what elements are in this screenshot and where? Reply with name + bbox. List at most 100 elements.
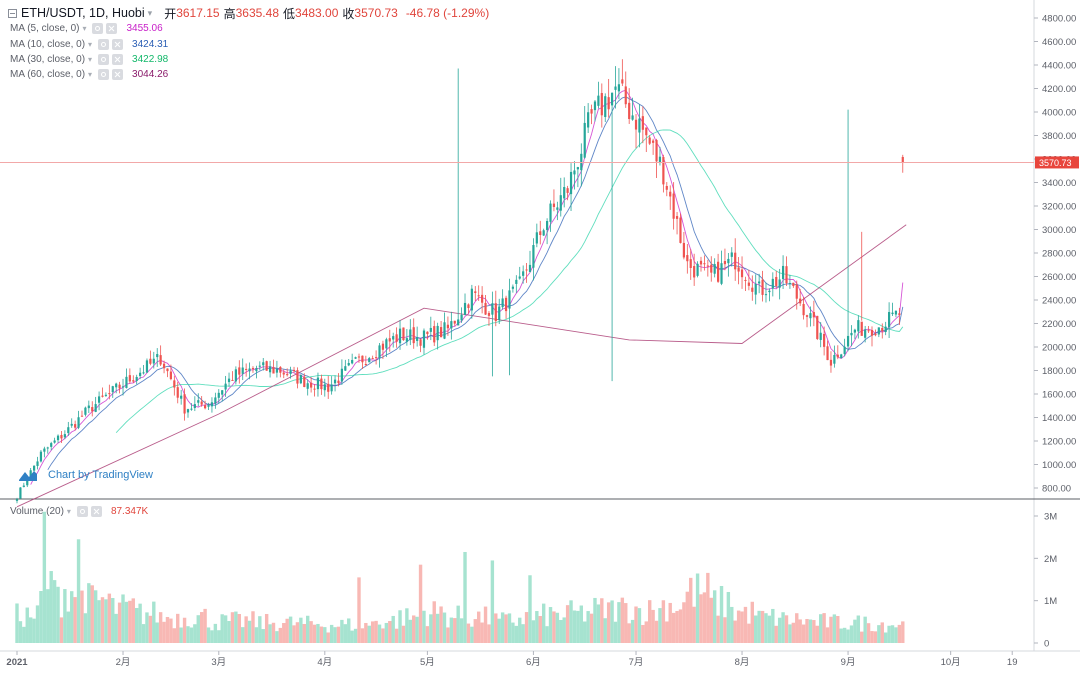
chevron-down-icon[interactable]: ▾ [88, 39, 93, 49]
volume-bar [890, 625, 895, 643]
volume-bar [586, 611, 590, 643]
chevron-down-icon[interactable]: ▾ [88, 69, 93, 79]
volume-bar [364, 622, 368, 643]
volume-bar [210, 630, 214, 643]
indicator-ma10[interactable]: MA (10, close, 0) ▾ 3424.31 [10, 37, 168, 51]
collapse-icon[interactable] [8, 8, 17, 18]
chevron-down-icon[interactable]: ▾ [147, 7, 153, 18]
volume-bar [733, 620, 737, 643]
chevron-down-icon[interactable]: ▾ [66, 506, 71, 516]
volume-bar [600, 598, 604, 643]
close-icon[interactable] [112, 53, 124, 65]
settings-icon[interactable] [98, 68, 110, 80]
candle-body [552, 203, 556, 207]
candle-body [193, 404, 196, 409]
volume-bar [261, 629, 265, 643]
settings-icon[interactable] [76, 505, 88, 517]
close-icon[interactable] [106, 22, 118, 34]
candle-body [884, 326, 887, 332]
indicator-ma5[interactable]: MA (5, close, 0) ▾ 3455.06 [10, 21, 163, 35]
volume-bar [117, 602, 122, 643]
chevron-down-icon[interactable]: ▾ [88, 54, 93, 64]
chevron-down-icon[interactable]: ▾ [82, 23, 87, 33]
candle-body [535, 232, 538, 244]
candle-body [262, 362, 265, 366]
candle-body [867, 330, 870, 332]
settings-icon[interactable] [98, 38, 110, 50]
volume-bar [49, 571, 53, 643]
candle-body [22, 485, 25, 487]
close-icon[interactable] [90, 505, 102, 517]
indicator-ma30[interactable]: MA (30, close, 0) ▾ 3422.98 [10, 52, 168, 66]
symbol-title[interactable]: ETH/USDT, 1D, Huobi [21, 6, 145, 20]
candle-body [740, 269, 744, 278]
volume-bar [241, 627, 245, 643]
volume-bar [545, 626, 549, 643]
candle-body [227, 378, 231, 383]
volume-bar [791, 622, 796, 643]
volume-bar [306, 615, 310, 643]
tradingview-logo-icon [19, 471, 37, 481]
candle-body [638, 118, 641, 133]
volume-bar [162, 621, 166, 643]
volume-bar [603, 618, 607, 643]
volume-tick-label: 1M [1044, 596, 1057, 607]
price-tick-label: 4400.00 [1042, 61, 1076, 72]
volume-bar [702, 592, 707, 643]
candle-body [508, 290, 511, 309]
indicator-label: MA (5, close, 0) [10, 22, 80, 34]
settings-icon[interactable] [92, 22, 104, 34]
volume-bar [333, 627, 337, 643]
candle-body [675, 216, 679, 219]
settings-icon[interactable] [98, 53, 110, 65]
volume-bar [901, 621, 905, 643]
candle-body [699, 260, 703, 265]
price-tick-label: 4200.00 [1042, 84, 1076, 95]
candle-body [166, 368, 169, 372]
candle-body [453, 320, 456, 324]
volume-bar [439, 606, 443, 643]
candle-body [207, 404, 210, 407]
candle-body [703, 263, 706, 265]
volume-bar [518, 617, 522, 643]
indicator-ma60[interactable]: MA (60, close, 0) ▾ 3044.26 [10, 67, 168, 81]
volume-bar [319, 626, 324, 643]
volume-bar [93, 590, 98, 643]
candle-body [282, 372, 285, 375]
price-tick-label: 800.00 [1042, 484, 1071, 495]
price-tick-label: 3800.00 [1042, 131, 1076, 142]
candle-body [484, 302, 487, 315]
volume-bar [846, 629, 850, 643]
candle-body [522, 271, 525, 276]
volume-bar [131, 598, 135, 643]
candle-body [139, 372, 142, 377]
volume-bar [391, 615, 395, 643]
candle-body [610, 92, 614, 106]
volume-legend[interactable]: Volume (20) ▾ 87.347K [10, 504, 148, 518]
close-icon[interactable] [112, 38, 124, 50]
candle-body [142, 372, 145, 374]
candle-body [812, 312, 815, 318]
volume-bar [719, 585, 724, 643]
volume-bar [712, 590, 717, 643]
volume-bar [155, 622, 159, 643]
close-icon[interactable] [112, 68, 124, 80]
candle-body [641, 116, 644, 130]
candle-body [569, 171, 573, 195]
candle-body [477, 295, 480, 297]
volume-bar [487, 624, 491, 643]
volume-bar [70, 591, 74, 643]
time-tick-label: 3月 [211, 657, 226, 668]
tradingview-branding[interactable]: Chart by TradingView [18, 468, 153, 482]
volume-bar [309, 621, 313, 643]
time-tick-label: 19 [1007, 657, 1018, 668]
indicator-label: MA (30, close, 0) [10, 53, 86, 65]
candle-body [470, 288, 473, 311]
volume-bar [771, 608, 775, 643]
volume-bar [227, 620, 231, 643]
price-tick-label: 4000.00 [1042, 108, 1076, 119]
candle-body [180, 395, 183, 399]
volume-bar [446, 627, 450, 643]
candle-body [433, 326, 436, 343]
